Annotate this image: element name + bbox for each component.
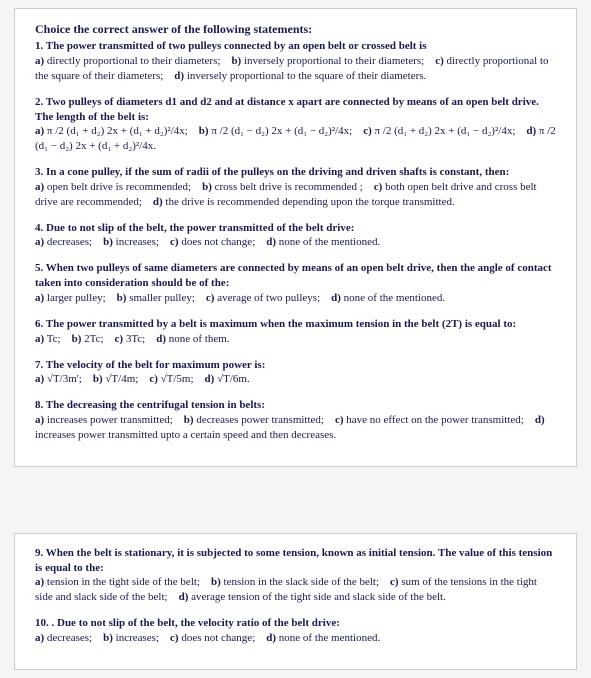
question: 7. The velocity of the belt for maximum …: [35, 358, 556, 388]
question: 8. The decreasing the centrifugal tensio…: [35, 398, 556, 443]
question: 2. Two pulleys of diameters d1 and d2 an…: [35, 95, 556, 154]
question: 1. The power transmitted of two pulleys …: [35, 39, 556, 84]
question-stem: 6. The power transmitted by a belt is ma…: [35, 317, 556, 332]
question-stem: 1. The power transmitted of two pulleys …: [35, 39, 556, 54]
question-options: a) open belt drive is recommended; b) cr…: [35, 180, 556, 210]
page-header: Choice the correct answer of the followi…: [35, 21, 556, 37]
question-options: a) √T/3m'; b) √T/4m; c) √T/5m; d) √T/6m.: [35, 372, 556, 387]
question: 5. When two pulleys of same diameters ar…: [35, 261, 556, 306]
question: 10. . Due to not slip of the belt, the v…: [35, 616, 556, 646]
question-options: a) larger pulley; b) smaller pulley; c) …: [35, 291, 556, 306]
question-options: a) Tc; b) 2Tc; c) 3Tc; d) none of them.: [35, 332, 556, 347]
questions-container-1: 1. The power transmitted of two pulleys …: [35, 39, 556, 443]
exam-page-2: 9. When the belt is stationary, it is su…: [14, 533, 577, 670]
question-stem: 3. In a cone pulley, if the sum of radii…: [35, 165, 556, 180]
question-options: a) tension in the tight side of the belt…: [35, 575, 556, 605]
question-stem: 8. The decreasing the centrifugal tensio…: [35, 398, 556, 413]
page-gap: [0, 475, 591, 525]
question-options: a) directly proportional to their diamet…: [35, 54, 556, 84]
question: 3. In a cone pulley, if the sum of radii…: [35, 165, 556, 210]
question-options: a) decreases; b) increases; c) does not …: [35, 631, 556, 646]
question-options: a) increases power transmitted; b) decre…: [35, 413, 556, 443]
question: 9. When the belt is stationary, it is su…: [35, 546, 556, 605]
question-stem: 9. When the belt is stationary, it is su…: [35, 546, 556, 576]
question-stem: 7. The velocity of the belt for maximum …: [35, 358, 556, 373]
questions-container-2: 9. When the belt is stationary, it is su…: [35, 546, 556, 646]
question-stem: 4. Due to not slip of the belt, the powe…: [35, 221, 556, 236]
question-stem: 10. . Due to not slip of the belt, the v…: [35, 616, 556, 631]
question-stem: 5. When two pulleys of same diameters ar…: [35, 261, 556, 291]
question: 4. Due to not slip of the belt, the powe…: [35, 221, 556, 251]
question-options: a) decreases; b) increases; c) does not …: [35, 235, 556, 250]
question-stem: 2. Two pulleys of diameters d1 and d2 an…: [35, 95, 556, 125]
question: 6. The power transmitted by a belt is ma…: [35, 317, 556, 347]
exam-page-1: Choice the correct answer of the followi…: [14, 8, 577, 467]
question-options: a) π /2 (d₁ + d₂) 2x + (d₁ + d₂)²/4x; b)…: [35, 124, 556, 154]
